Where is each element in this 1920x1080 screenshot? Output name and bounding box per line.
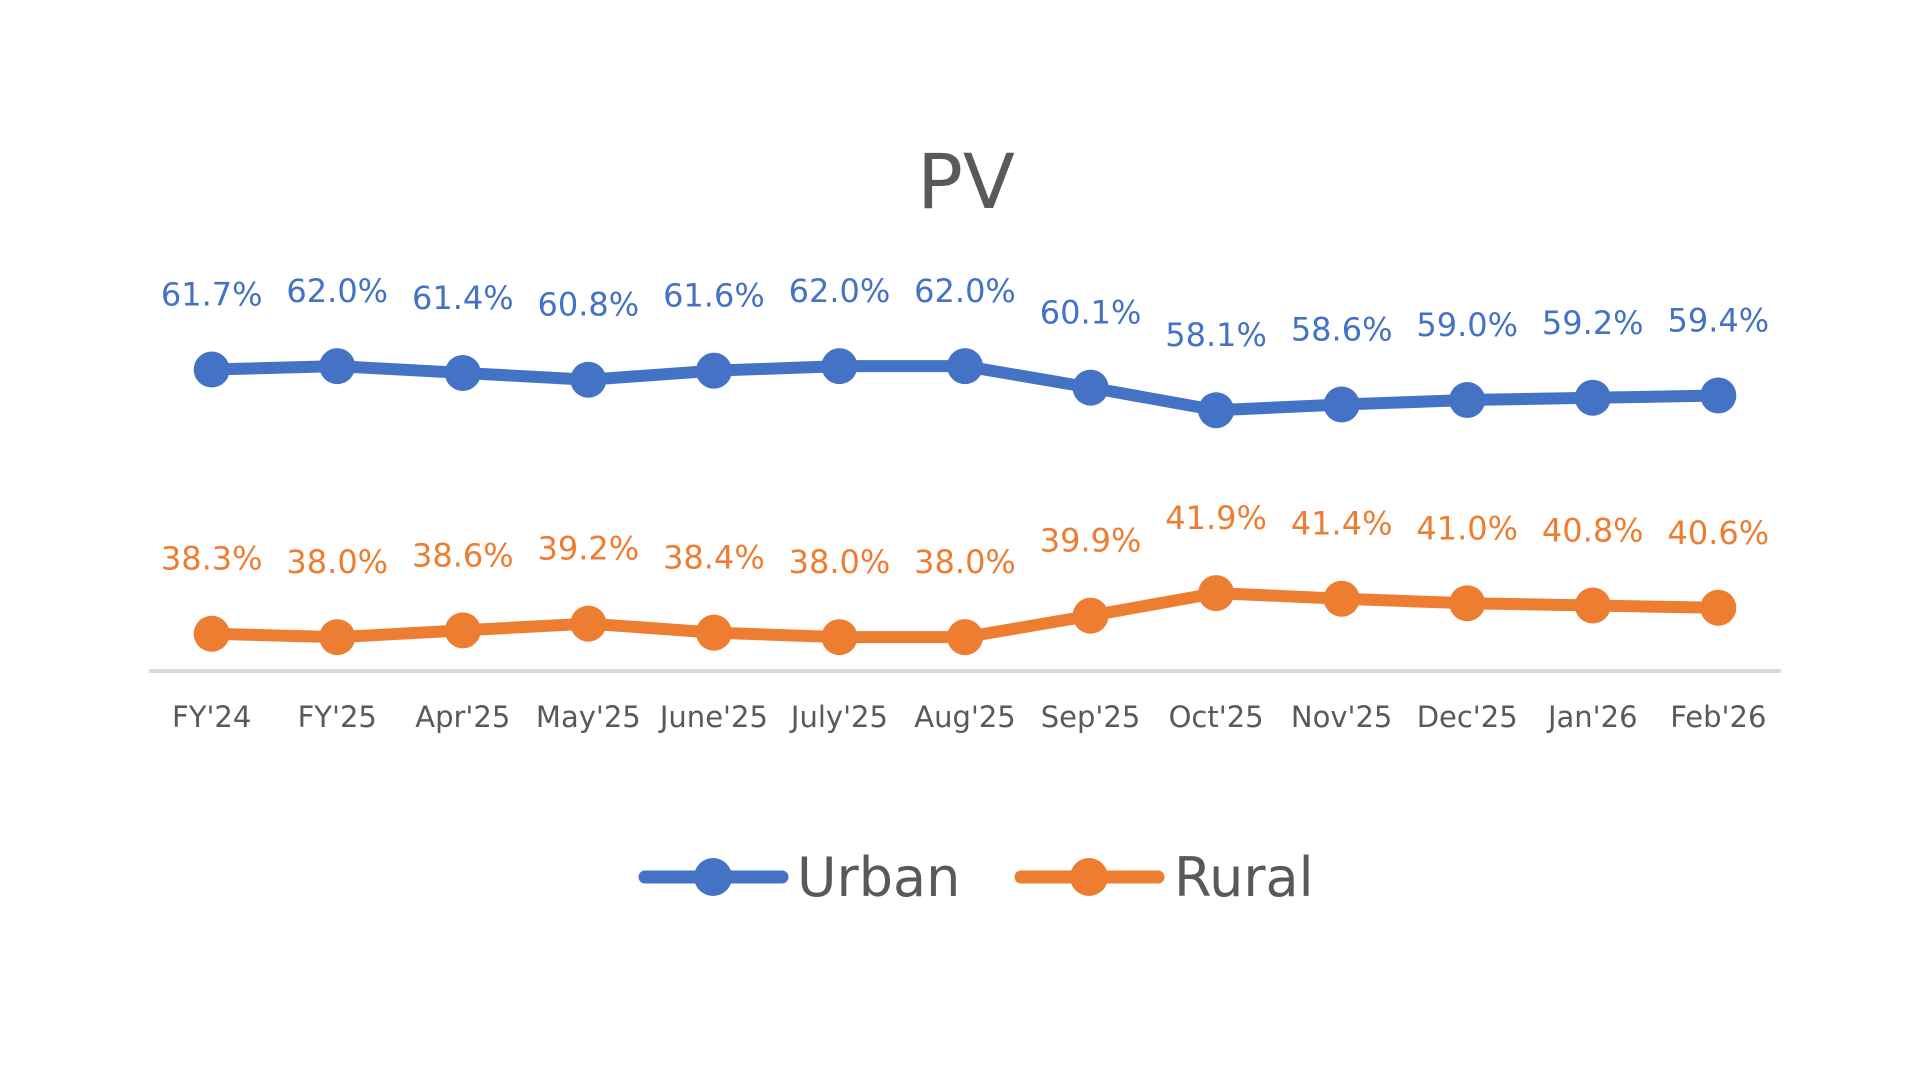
data-point: [821, 619, 858, 656]
chart-title: PV: [917, 137, 1015, 226]
data-point: [1323, 580, 1360, 617]
x-tick-label: FY'25: [298, 700, 377, 734]
legend-urban-label: Urban: [797, 846, 960, 909]
data-label: 41.9%: [1165, 499, 1267, 537]
data-point: [1574, 379, 1611, 416]
x-tick-label: July'25: [789, 700, 888, 734]
data-label: 61.6%: [663, 277, 765, 315]
data-label: 38.6%: [412, 536, 514, 574]
data-label: 39.2%: [538, 530, 640, 568]
data-label: 62.0%: [789, 272, 891, 310]
x-tick-label: Dec'25: [1417, 700, 1518, 734]
data-label: 39.9%: [1040, 522, 1142, 560]
data-label: 60.1%: [1040, 294, 1142, 332]
data-label: 58.1%: [1165, 316, 1267, 354]
data-label: 59.0%: [1416, 306, 1518, 344]
x-tick-label: Aug'25: [914, 700, 1016, 734]
data-point: [1449, 585, 1486, 622]
x-tick-label: Oct'25: [1169, 700, 1264, 734]
data-label: 40.8%: [1542, 512, 1644, 550]
data-label: 38.3%: [161, 540, 263, 578]
data-label: 58.6%: [1291, 311, 1393, 349]
data-point: [821, 348, 858, 385]
data-point: [1323, 386, 1360, 423]
x-tick-label: June'25: [658, 700, 768, 734]
data-point: [1449, 382, 1486, 419]
data-point: [193, 351, 230, 388]
x-tick-label: May'25: [536, 700, 641, 734]
x-tick-label: Sep'25: [1041, 700, 1141, 734]
data-point: [1198, 575, 1235, 612]
x-tick-label: Nov'25: [1291, 700, 1392, 734]
data-point: [1574, 587, 1611, 624]
data-label: 38.4%: [663, 539, 765, 577]
data-label: 59.4%: [1667, 302, 1769, 340]
data-label: 59.2%: [1542, 304, 1644, 342]
data-point: [570, 605, 607, 642]
data-point: [319, 619, 356, 656]
data-label: 61.7%: [161, 276, 263, 314]
series-rural: 38.3% 38.0% 38.6% 39.2% 38.4% 38.0% 38.0% 39.9%…: [161, 499, 1769, 656]
legend-rural-label: Rural: [1174, 846, 1314, 909]
data-label: 41.0%: [1416, 509, 1518, 547]
data-label: 61.4%: [412, 279, 514, 317]
legend-rural-marker: [1070, 858, 1108, 896]
data-point: [1198, 392, 1235, 429]
data-label: 41.4%: [1291, 505, 1393, 543]
data-label: 38.0%: [286, 543, 388, 581]
data-point: [1700, 377, 1737, 414]
data-label: 62.0%: [914, 272, 1016, 310]
data-label: 62.0%: [286, 272, 388, 310]
x-tick-label: Apr'25: [415, 700, 510, 734]
legend: Urban Rural: [638, 846, 1314, 909]
legend-urban-marker: [694, 858, 732, 896]
series-urban: 61.7% 62.0% 61.4% 60.8% 61.6% 62.0% 62.0% 60.1%…: [161, 272, 1769, 429]
data-point: [1700, 589, 1737, 626]
data-point: [444, 354, 481, 391]
data-point: [444, 612, 481, 649]
data-point: [695, 614, 732, 651]
x-tick-label: FY'24: [172, 700, 251, 734]
data-point: [193, 615, 230, 652]
data-point: [1072, 597, 1109, 634]
data-label: 40.6%: [1667, 514, 1769, 552]
data-point: [570, 361, 607, 398]
data-label: 60.8%: [538, 286, 640, 324]
data-point: [947, 619, 983, 656]
x-tick-label: Feb'26: [1670, 700, 1766, 734]
data-point: [947, 348, 983, 385]
x-tick-label: Jan'26: [1546, 700, 1638, 734]
data-point: [695, 352, 732, 389]
data-point: [1072, 369, 1109, 406]
data-point: [319, 348, 356, 385]
data-label: 38.0%: [914, 543, 1016, 581]
data-label: 38.0%: [789, 543, 891, 581]
